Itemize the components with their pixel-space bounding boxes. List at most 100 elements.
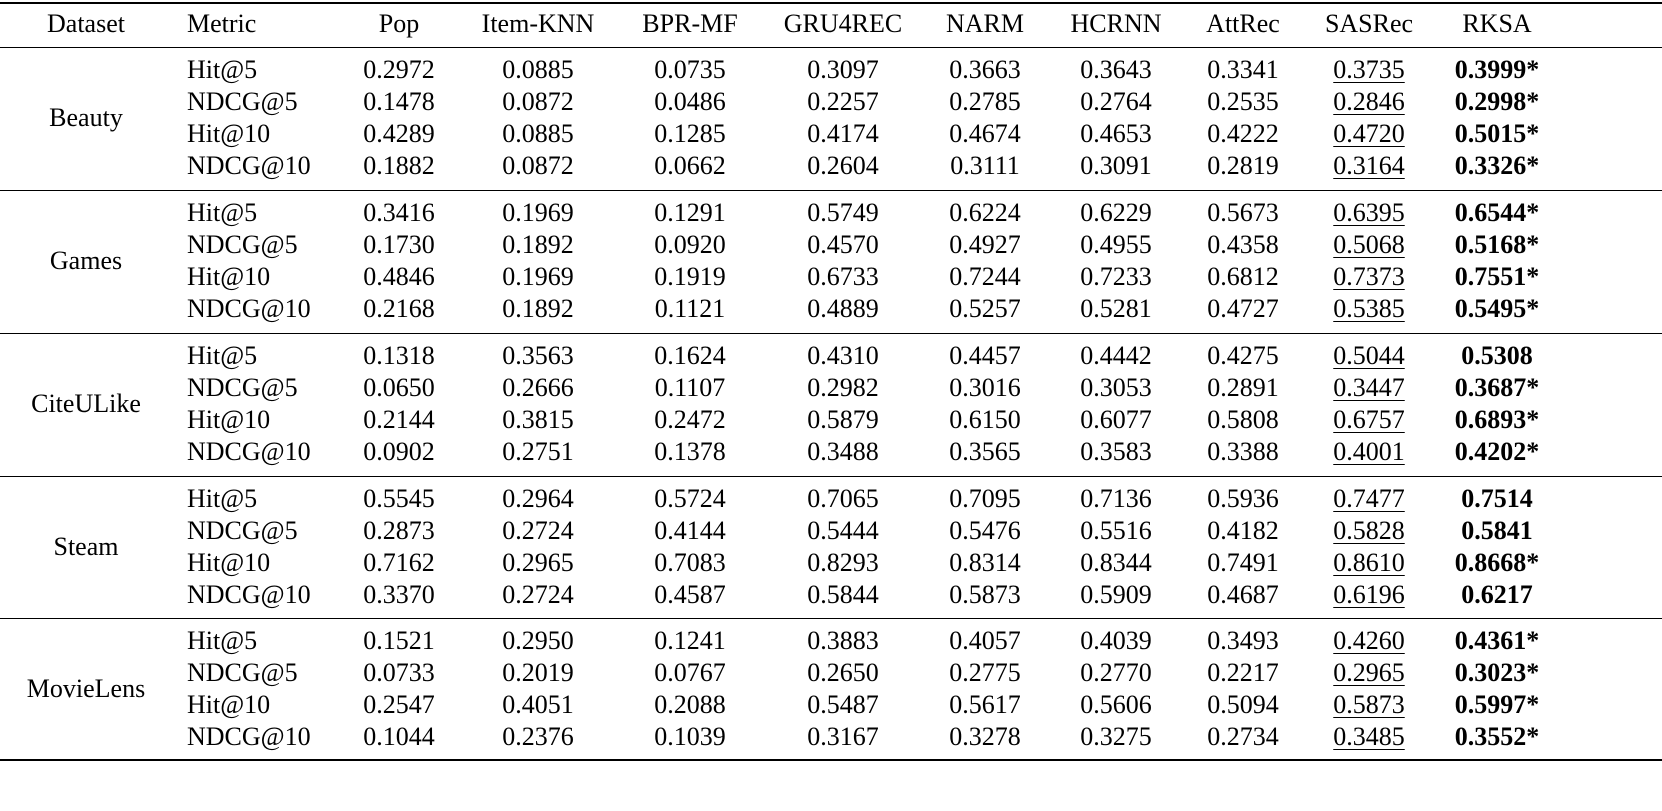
value-cell: 0.3275 <box>1080 722 1152 751</box>
value-cell: 0.0885 <box>502 119 574 148</box>
value-cell: 0.3883 <box>807 626 879 655</box>
value-cell: 0.5749 <box>807 198 879 227</box>
value-cell: 0.3485 <box>1333 722 1405 751</box>
value-cell: 0.5516 <box>1080 516 1152 545</box>
value-cell: 0.6229 <box>1080 198 1152 227</box>
metric-name: Hit@10 <box>187 405 271 434</box>
metric-name: Hit@10 <box>187 262 271 291</box>
value-cell: 0.2891 <box>1207 373 1279 402</box>
value-cell: 0.8668* <box>1454 548 1540 577</box>
value-cell: 0.7491 <box>1207 548 1279 577</box>
value-cell: 0.0650 <box>363 373 435 402</box>
header-cell: GRU4REC <box>783 9 903 38</box>
metric-name: Hit@10 <box>187 548 271 577</box>
value-cell: 0.2965 <box>1333 658 1405 687</box>
header-rule <box>0 47 1662 48</box>
group-rule <box>0 333 1662 334</box>
header-cell: RKSA <box>1462 9 1532 38</box>
value-cell: 0.7233 <box>1080 262 1152 291</box>
value-cell: 0.3583 <box>1080 437 1152 466</box>
value-cell: 0.2965 <box>502 548 574 577</box>
dataset-name: MovieLens <box>26 674 146 703</box>
value-cell: 0.1291 <box>654 198 726 227</box>
dataset-name: Games <box>49 246 123 275</box>
value-cell: 0.1624 <box>654 341 726 370</box>
value-cell: 0.1969 <box>502 262 574 291</box>
value-cell: 0.6217 <box>1461 580 1533 609</box>
value-cell: 0.4051 <box>502 690 574 719</box>
value-cell: 0.6224 <box>949 198 1021 227</box>
value-cell: 0.2472 <box>654 405 726 434</box>
metric-name: NDCG@10 <box>187 580 311 609</box>
value-cell: 0.5094 <box>1207 690 1279 719</box>
value-cell: 0.4222 <box>1207 119 1279 148</box>
value-cell: 0.3687* <box>1454 373 1540 402</box>
value-cell: 0.5879 <box>807 405 879 434</box>
header-cell: BPR-MF <box>642 9 738 38</box>
value-cell: 0.7551* <box>1454 262 1540 291</box>
value-cell: 0.5844 <box>807 580 879 609</box>
metric-name: NDCG@5 <box>187 87 298 116</box>
value-cell: 0.5257 <box>949 294 1021 323</box>
value-cell: 0.0902 <box>363 437 435 466</box>
value-cell: 0.0885 <box>502 55 574 84</box>
value-cell: 0.2724 <box>502 580 574 609</box>
value-cell: 0.3016 <box>949 373 1021 402</box>
value-cell: 0.3341 <box>1207 55 1279 84</box>
value-cell: 0.1730 <box>363 230 435 259</box>
dataset-name: Steam <box>53 532 119 561</box>
value-cell: 0.6395 <box>1333 198 1405 227</box>
value-cell: 0.7162 <box>363 548 435 577</box>
value-cell: 0.2088 <box>654 690 726 719</box>
value-cell: 0.0872 <box>502 151 574 180</box>
value-cell: 0.3023* <box>1454 658 1540 687</box>
value-cell: 0.7477 <box>1333 484 1405 513</box>
value-cell: 0.4310 <box>807 341 879 370</box>
value-cell: 0.1892 <box>502 230 574 259</box>
value-cell: 0.1044 <box>363 722 435 751</box>
value-cell: 0.5873 <box>949 580 1021 609</box>
value-cell: 0.6544* <box>1454 198 1540 227</box>
header-cell: Dataset <box>47 9 125 38</box>
value-cell: 0.6196 <box>1333 580 1405 609</box>
value-cell: 0.4358 <box>1207 230 1279 259</box>
value-cell: 0.4039 <box>1080 626 1152 655</box>
value-cell: 0.6733 <box>807 262 879 291</box>
value-cell: 0.5545 <box>363 484 435 513</box>
value-cell: 0.4174 <box>807 119 879 148</box>
value-cell: 0.2770 <box>1080 658 1152 687</box>
metric-name: NDCG@10 <box>187 151 311 180</box>
value-cell: 0.4289 <box>363 119 435 148</box>
value-cell: 0.2972 <box>363 55 435 84</box>
value-cell: 0.6150 <box>949 405 1021 434</box>
value-cell: 0.4182 <box>1207 516 1279 545</box>
value-cell: 0.1121 <box>654 294 726 323</box>
value-cell: 0.1919 <box>654 262 726 291</box>
header-cell: AttRec <box>1206 9 1280 38</box>
value-cell: 0.7136 <box>1080 484 1152 513</box>
metric-name: Hit@10 <box>187 119 271 148</box>
value-cell: 0.2547 <box>363 690 435 719</box>
value-cell: 0.4361* <box>1454 626 1540 655</box>
value-cell: 0.4587 <box>654 580 726 609</box>
value-cell: 0.5997* <box>1454 690 1540 719</box>
value-cell: 0.5168* <box>1454 230 1540 259</box>
metric-name: Hit@5 <box>187 55 258 84</box>
value-cell: 0.2376 <box>502 722 574 751</box>
value-cell: 0.2650 <box>807 658 879 687</box>
value-cell: 0.3493 <box>1207 626 1279 655</box>
value-cell: 0.3091 <box>1080 151 1152 180</box>
value-cell: 0.3999* <box>1454 55 1540 84</box>
value-cell: 0.8610 <box>1333 548 1405 577</box>
value-cell: 0.7373 <box>1333 262 1405 291</box>
header-cell: Item-KNN <box>481 9 595 38</box>
value-cell: 0.2846 <box>1333 87 1405 116</box>
value-cell: 0.3565 <box>949 437 1021 466</box>
value-cell: 0.4442 <box>1080 341 1152 370</box>
value-cell: 0.3111 <box>950 151 1020 180</box>
value-cell: 0.2724 <box>502 516 574 545</box>
value-cell: 0.0662 <box>654 151 726 180</box>
value-cell: 0.4260 <box>1333 626 1405 655</box>
group-rule <box>0 476 1662 477</box>
